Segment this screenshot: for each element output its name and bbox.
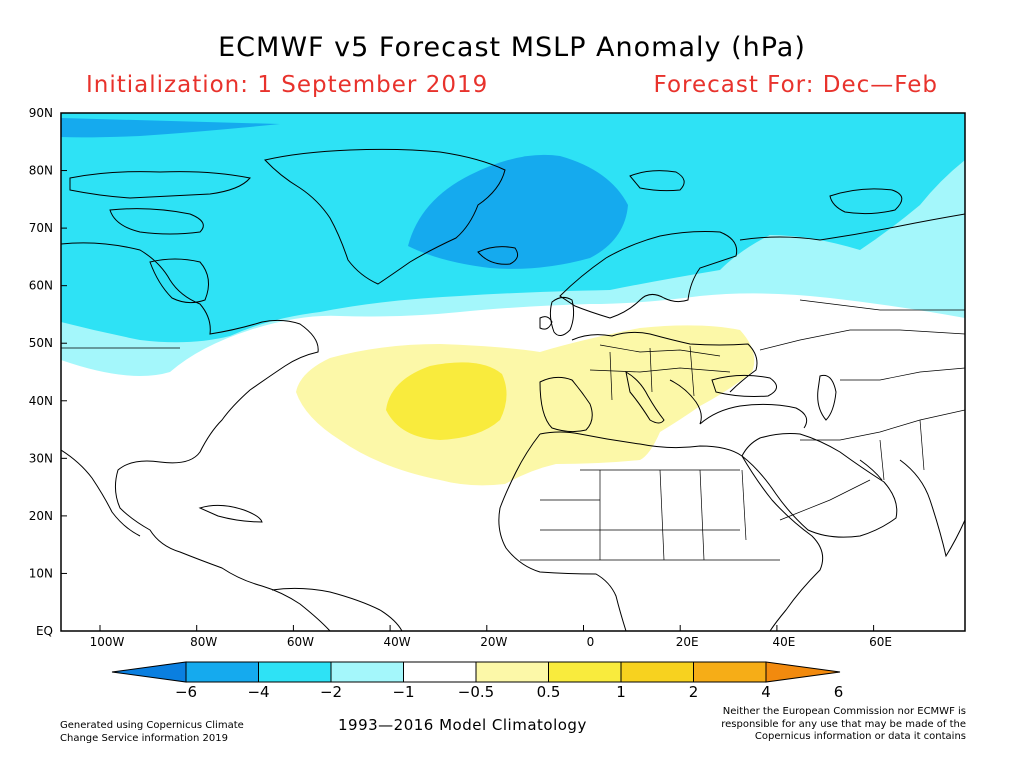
colorbar-swatch (620, 661, 694, 683)
colorbar-swatch (475, 661, 549, 683)
lat-label: 20N (29, 509, 53, 523)
lon-label: 80W (190, 635, 217, 649)
lon-label: 40W (384, 635, 411, 649)
lat-label: 60N (29, 279, 53, 293)
colorbar-label: −0.5 (458, 683, 494, 701)
lat-label: 40N (29, 394, 53, 408)
anomaly-band-blue (61, 118, 280, 138)
credit-line-2: Change Service information 2019 (60, 733, 228, 744)
lat-label: EQ (36, 624, 53, 638)
map-frame (60, 112, 966, 632)
disclaimer-line-1: Neither the European Commission nor ECMW… (722, 706, 966, 717)
colorbar-swatch (330, 661, 404, 683)
colorbar-label: −4 (247, 683, 269, 701)
lat-label: 90N (29, 106, 53, 120)
lat-label: 80N (29, 164, 53, 178)
lon-label: 60W (287, 635, 314, 649)
colorbar-label: 6 (834, 683, 844, 701)
credit-line-1: Generated using Copernicus Climate (60, 720, 244, 731)
lon-label: 40E (772, 635, 795, 649)
lon-label: 0 (587, 635, 595, 649)
colorbar-label: 1 (616, 683, 626, 701)
colorbar: −6 −4 −2 −1 −0.5 0.5 1 2 4 6 (111, 661, 844, 701)
disclaimer: Neither the European Commission nor ECMW… (636, 706, 966, 744)
colorbar-label: 2 (689, 683, 699, 701)
colorbar-swatch (548, 661, 622, 683)
colorbar-label: −6 (175, 683, 197, 701)
lon-label: 60E (869, 635, 892, 649)
anomaly-band-blue (408, 154, 628, 269)
country-borders (61, 299, 965, 561)
colorbar-label: −2 (320, 683, 342, 701)
colorbar-swatch (185, 661, 259, 683)
colorbar-arrow-right (765, 661, 841, 683)
copernicus-credit: Generated using Copernicus Climate Chang… (60, 719, 244, 745)
lat-label: 30N (29, 451, 53, 465)
lat-label: 70N (29, 221, 53, 235)
anomaly-band-pale-yellow (296, 325, 755, 486)
latitude-axis: 90N 80N 70N 60N 50N 40N 30N 20N 10N EQ (29, 106, 67, 638)
colorbar-swatch (403, 661, 477, 683)
climatology-label: 1993—2016 Model Climatology (338, 716, 587, 734)
lon-label: 20W (480, 635, 507, 649)
colorbar-label: −1 (392, 683, 414, 701)
colorbar-label: 4 (761, 683, 771, 701)
initialization-label: Initialization: 1 September 2019 (86, 72, 489, 98)
colorbar-swatch (258, 661, 332, 683)
colorbar-label: 0.5 (537, 683, 561, 701)
disclaimer-line-3: Copernicus information or data it contai… (754, 731, 966, 742)
map-title: ECMWF v5 Forecast MSLP Anomaly (hPa) (218, 32, 806, 63)
forecast-period-label: Forecast For: Dec—Feb (653, 72, 938, 98)
lat-label: 10N (29, 566, 53, 580)
longitude-axis: 100W 80W 60W 40W 20W 0 20E 40E 60E (90, 625, 892, 649)
lon-label: 20E (676, 635, 699, 649)
anomaly-band-yellow (386, 362, 507, 440)
lat-label: 50N (29, 336, 53, 350)
colorbar-arrow-left (111, 661, 187, 683)
colorbar-swatch (693, 661, 767, 683)
lon-label: 100W (90, 635, 125, 649)
map-panel (61, 113, 965, 631)
coastlines (61, 148, 965, 631)
disclaimer-line-2: responsible for any use that may be made… (721, 718, 966, 730)
